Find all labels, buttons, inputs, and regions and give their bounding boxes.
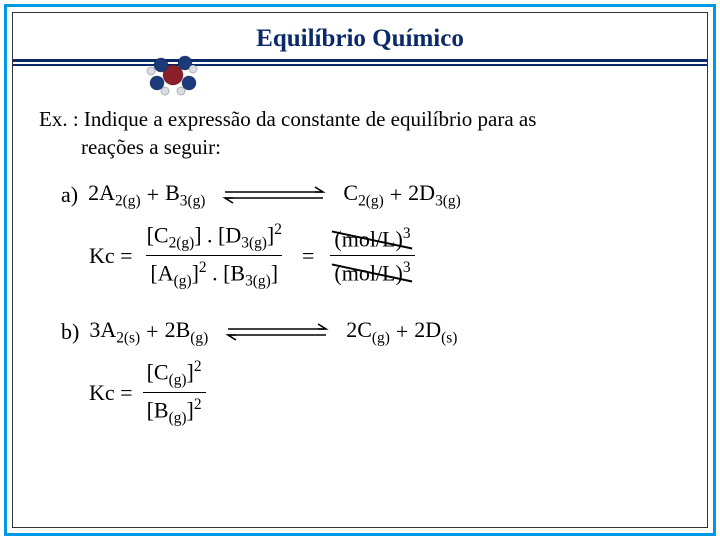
kc-label: Kc =: [89, 243, 133, 269]
plus: +: [396, 319, 408, 345]
coef: 2: [346, 317, 357, 342]
slide-header: Equilíbrio Químico: [13, 25, 707, 85]
prompt-line2: reações a seguir:: [81, 135, 221, 159]
slide-content: Ex. : Indique a expressão da constante d…: [13, 85, 707, 428]
sp: A: [99, 180, 115, 205]
sp: B: [165, 180, 180, 205]
term: C2(g): [343, 180, 383, 210]
sub: (s): [441, 329, 457, 346]
sub: 3(g): [241, 235, 267, 252]
kc-numerator-a: [C2(g)] . [D3(g)]2: [143, 220, 286, 255]
units-den: (mol/L)3: [330, 255, 414, 287]
equilibrium-arrow-icon: [222, 321, 332, 343]
sp: A: [100, 317, 116, 342]
coef: 2: [408, 180, 419, 205]
plus: +: [147, 182, 159, 208]
label-a: a): [61, 182, 78, 208]
units-num: (mol/L)3: [330, 224, 414, 255]
sp: B: [176, 317, 191, 342]
term: 2D(s): [414, 317, 457, 347]
coef: 2: [165, 317, 176, 342]
units-base: (mol/L): [334, 260, 402, 285]
plus: +: [146, 319, 158, 345]
coef: 2: [414, 317, 425, 342]
kc-expression-a: Kc = [C2(g)] . [D3(g)]2 [A(g)]2 . [B3(g)…: [89, 220, 681, 291]
sub: 2(g): [169, 235, 195, 252]
kc-denominator-b: [B(g)]2: [143, 392, 206, 428]
kc-fraction-b: [C(g)]2 [B(g)]2: [143, 357, 206, 428]
sp: C: [343, 180, 358, 205]
sub: (g): [372, 329, 390, 346]
kc-expression-b: Kc = [C(g)]2 [B(g)]2: [89, 357, 681, 428]
coef: 2: [88, 180, 99, 205]
term: B3(g): [165, 180, 205, 210]
plus: +: [390, 182, 402, 208]
coef: 3: [89, 317, 100, 342]
sub: (g): [190, 329, 208, 346]
sup: 3: [403, 259, 411, 276]
term: 2C(g): [346, 317, 390, 347]
units-fraction: (mol/L)3 (mol/L)3: [330, 224, 414, 287]
kc-numerator-b: [C(g)]2: [143, 357, 206, 392]
kc-denominator-a: [A(g)]2 . [B3(g)]: [146, 255, 282, 291]
sub: (g): [169, 372, 187, 389]
sp: D: [419, 180, 435, 205]
sup: 2: [194, 396, 202, 413]
sup: 2: [194, 358, 202, 375]
kc-fraction-a: [C2(g)] . [D3(g)]2 [A(g)]2 . [B3(g)]: [143, 220, 286, 291]
term: 2B(g): [165, 317, 209, 347]
sub: 3(g): [435, 192, 461, 209]
sp: D: [425, 317, 441, 342]
units-den-strike: (mol/L)3: [334, 258, 410, 287]
slide-frame: Equilíbrio Químico Ex. : Indique a expre…: [12, 12, 708, 528]
sp: C: [357, 317, 372, 342]
equation-b: b) 3A2(s) + 2B(g) 2C(g): [61, 317, 681, 347]
sup: 2: [199, 259, 207, 276]
sub: 2(s): [116, 329, 140, 346]
term: 2D3(g): [408, 180, 461, 210]
page-title: Equilíbrio Químico: [13, 25, 707, 53]
sub: 2(g): [115, 192, 141, 209]
equation-a: a) 2A2(g) + B3(g) C2(g): [61, 180, 681, 210]
units-base: (mol/L): [334, 227, 402, 252]
sub: (g): [169, 410, 187, 427]
units-num-strike: (mol/L)3: [334, 224, 410, 253]
term: 3A2(s): [89, 317, 140, 347]
sub: 3(g): [245, 273, 271, 290]
reaction-b: b) 3A2(s) + 2B(g) 2C(g): [61, 317, 681, 428]
equilibrium-arrow-icon: [219, 184, 329, 206]
term: 2A2(g): [88, 180, 141, 210]
prompt-line1: Indique a expressão da constante de equi…: [84, 107, 537, 131]
reaction-a: a) 2A2(g) + B3(g) C2(g): [61, 180, 681, 291]
header-double-line: [13, 59, 707, 69]
sup: 2: [274, 221, 282, 238]
sup: 3: [403, 225, 411, 242]
molecule-icon: [143, 53, 203, 97]
kc-label: Kc =: [89, 380, 133, 406]
equals: =: [302, 243, 314, 269]
sub: (g): [174, 273, 192, 290]
exercise-prompt: Ex. : Indique a expressão da constante d…: [39, 105, 681, 162]
sub: 2(g): [358, 192, 384, 209]
label-b: b): [61, 319, 79, 345]
sub: 3(g): [180, 192, 206, 209]
prompt-prefix: Ex. :: [39, 107, 79, 131]
